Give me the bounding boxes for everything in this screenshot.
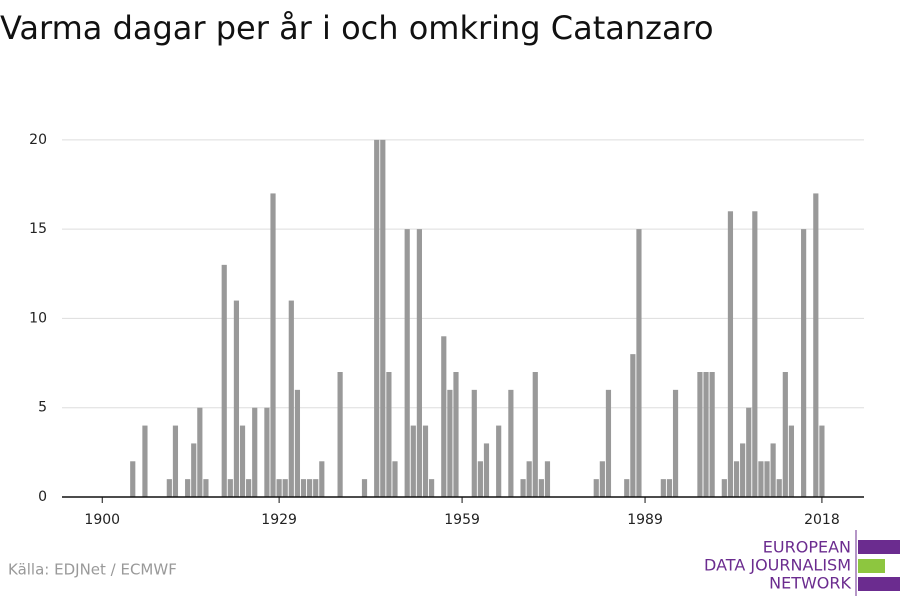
bar xyxy=(300,479,307,497)
logo-bar xyxy=(858,559,885,573)
bar xyxy=(246,479,252,497)
bar xyxy=(166,479,172,497)
bar xyxy=(380,139,386,497)
bar xyxy=(288,300,294,497)
bar xyxy=(282,479,288,497)
logo-text: NETWORK xyxy=(769,574,851,593)
bar xyxy=(496,425,502,497)
bar xyxy=(526,461,532,497)
bar xyxy=(532,372,538,497)
bar xyxy=(788,425,795,497)
bar xyxy=(538,479,544,497)
bar xyxy=(752,211,758,498)
bar xyxy=(191,443,197,497)
logo-bar xyxy=(858,540,900,554)
y-tick-label: 0 xyxy=(38,489,47,505)
bar xyxy=(483,443,490,497)
bar xyxy=(520,479,526,497)
bar xyxy=(544,461,551,497)
bar xyxy=(203,479,209,497)
bar xyxy=(361,479,368,497)
bar xyxy=(392,461,398,497)
x-tick-label: 1959 xyxy=(444,512,480,528)
bar xyxy=(428,479,435,497)
bar xyxy=(672,389,679,497)
bar xyxy=(130,461,136,497)
bar xyxy=(801,229,807,497)
x-tick-label: 2018 xyxy=(804,512,840,528)
bar xyxy=(746,407,752,497)
y-tick-label: 10 xyxy=(29,310,47,326)
bar xyxy=(605,389,612,497)
bar xyxy=(508,389,514,497)
bar xyxy=(453,372,459,497)
bar xyxy=(185,479,191,497)
bar xyxy=(374,139,380,497)
bar xyxy=(233,300,240,497)
bar xyxy=(447,389,453,497)
bar xyxy=(599,461,605,497)
bar xyxy=(313,479,319,497)
bar xyxy=(422,425,429,497)
logo: EUROPEAN DATA JOURNALISM NETWORK xyxy=(704,530,900,596)
x-tick-label: 1900 xyxy=(84,512,120,528)
bar xyxy=(142,425,148,497)
bar xyxy=(727,211,734,498)
logo-text: DATA JOURNALISM xyxy=(704,556,851,575)
bar xyxy=(666,479,673,497)
bar xyxy=(404,229,410,497)
bar xyxy=(477,461,483,497)
chart-title: Varma dagar per år i och omkring Catanza… xyxy=(0,9,714,47)
bar xyxy=(733,461,740,497)
bar xyxy=(782,372,788,497)
logo-text: EUROPEAN xyxy=(763,538,851,557)
bar xyxy=(740,443,746,497)
bar xyxy=(813,193,819,497)
bar xyxy=(172,425,179,497)
bar xyxy=(630,354,636,497)
bar xyxy=(337,372,343,497)
bar xyxy=(221,264,227,497)
source: Källa: EDJNet / ECMWF xyxy=(8,561,177,579)
x-tick-label: 1989 xyxy=(627,512,663,528)
bar xyxy=(593,479,599,497)
bar xyxy=(276,479,282,497)
bar xyxy=(758,461,764,497)
y-tick-label: 5 xyxy=(38,400,47,416)
bar xyxy=(319,461,325,497)
bar xyxy=(307,479,313,497)
bar xyxy=(410,425,416,497)
bar xyxy=(264,407,270,497)
bar xyxy=(709,372,715,497)
bar xyxy=(697,372,703,497)
bar xyxy=(441,336,447,497)
bar xyxy=(386,372,392,497)
bar xyxy=(416,229,422,497)
bar xyxy=(636,229,642,497)
y-tick-label: 20 xyxy=(29,132,47,148)
bar xyxy=(770,443,776,497)
bar xyxy=(239,425,246,497)
bar xyxy=(471,389,477,497)
bar xyxy=(819,425,825,497)
bar xyxy=(660,479,666,497)
bar xyxy=(227,479,233,497)
bar xyxy=(703,372,709,497)
bar xyxy=(721,479,727,497)
bar xyxy=(197,407,203,497)
x-tick-label: 1929 xyxy=(261,512,297,528)
bar xyxy=(624,479,630,497)
bar xyxy=(764,461,770,497)
bar xyxy=(776,479,782,497)
bar xyxy=(252,407,258,497)
logo-bar xyxy=(858,577,900,591)
bar xyxy=(270,193,276,497)
bar xyxy=(294,389,301,497)
y-tick-label: 15 xyxy=(29,221,47,237)
